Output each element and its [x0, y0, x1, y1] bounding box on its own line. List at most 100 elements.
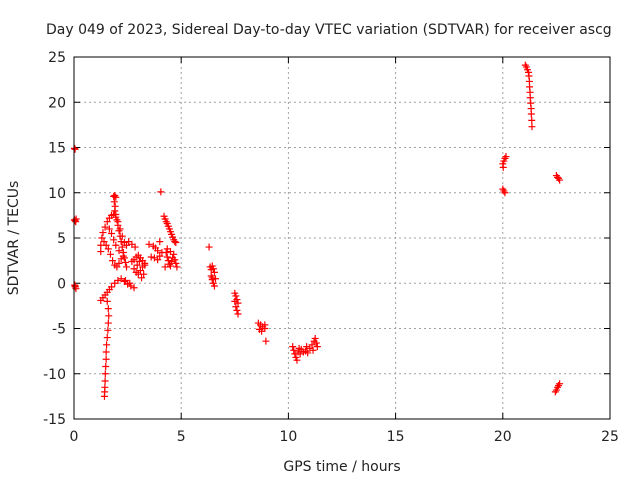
data-point	[113, 216, 121, 224]
y-tick-label: 25	[48, 50, 66, 66]
data-point	[140, 270, 148, 278]
data-point	[262, 337, 270, 345]
data-point	[309, 346, 317, 354]
y-tick-label: 15	[48, 141, 66, 157]
y-tick-label: 10	[48, 186, 66, 202]
data-point	[106, 250, 114, 258]
data-point	[150, 254, 158, 262]
data-point	[120, 254, 128, 262]
data-point	[135, 258, 143, 266]
x-tick-label: 0	[70, 429, 79, 445]
data-point	[138, 274, 146, 282]
data-point	[101, 370, 109, 378]
data-point	[232, 303, 240, 311]
data-point	[109, 257, 117, 265]
data-point	[102, 363, 110, 371]
data-point	[103, 334, 111, 342]
data-point	[173, 263, 181, 271]
data-point	[296, 350, 304, 358]
data-point	[166, 248, 174, 256]
data-point	[303, 343, 311, 351]
data-point	[112, 193, 120, 201]
data-point	[166, 262, 174, 270]
data-point	[500, 187, 508, 195]
data-point	[556, 176, 564, 184]
data-point	[121, 258, 129, 266]
data-point	[290, 346, 298, 354]
data-point	[157, 188, 165, 196]
data-point	[112, 241, 120, 249]
data-point	[98, 234, 106, 242]
data-point	[172, 259, 180, 267]
y-axis-title: SDTVAR / TECUs	[6, 181, 22, 296]
data-point	[114, 221, 122, 229]
data-point	[145, 240, 153, 248]
data-point	[210, 282, 218, 290]
data-point	[99, 229, 107, 237]
data-point	[115, 227, 123, 235]
data-point	[108, 229, 116, 237]
data-point	[104, 326, 112, 334]
data-point	[528, 116, 536, 124]
data-point	[234, 310, 242, 318]
y-tick-label: -5	[52, 322, 66, 338]
data-point	[501, 189, 509, 197]
grid-lines	[74, 57, 610, 419]
data-point	[101, 377, 109, 385]
data-point	[105, 225, 113, 233]
data-point	[136, 267, 144, 275]
tick-labels: 0 5 10 15 20 25 -15 -10 -5 0 5 10 15 20 25	[43, 50, 619, 445]
data-point	[100, 238, 108, 246]
data-point	[111, 207, 119, 215]
data-point	[103, 297, 111, 305]
data-point	[103, 218, 111, 226]
data-point	[163, 253, 171, 261]
data-point	[208, 274, 216, 282]
data-point	[209, 265, 217, 273]
data-point	[212, 275, 220, 283]
data-point	[115, 247, 123, 255]
x-tick-label: 10	[279, 429, 297, 445]
data-point	[101, 223, 109, 231]
data-point	[126, 279, 134, 287]
data-point	[156, 238, 164, 246]
data-point	[156, 252, 164, 260]
data-point	[231, 297, 239, 305]
data-point	[108, 283, 116, 291]
data-point	[110, 198, 118, 206]
data-point	[133, 261, 141, 269]
data-point	[130, 284, 138, 292]
data-point	[154, 256, 162, 264]
data-point	[103, 341, 111, 349]
data-point	[116, 232, 124, 240]
data-point	[104, 319, 112, 327]
data-point	[102, 241, 110, 249]
plot-frame	[73, 56, 611, 420]
x-tick-label: 5	[177, 429, 186, 445]
data-point	[293, 356, 301, 364]
data-point	[258, 327, 266, 335]
data-point	[210, 268, 218, 276]
x-tick-label: 25	[601, 429, 619, 445]
y-tick-label: 0	[57, 276, 66, 292]
data-point	[130, 265, 138, 273]
data-point	[312, 339, 320, 347]
data-point	[289, 343, 297, 351]
data-point	[102, 355, 110, 363]
data-point	[205, 243, 213, 251]
data-point	[164, 257, 172, 265]
data-point	[118, 243, 126, 251]
data-point	[115, 259, 123, 267]
data-point	[71, 282, 79, 290]
data-point	[104, 305, 112, 313]
data-point	[104, 245, 112, 253]
data-point	[232, 292, 240, 300]
data-point	[528, 123, 536, 131]
data-point	[113, 263, 121, 271]
data-point	[172, 239, 180, 247]
data-point	[233, 306, 241, 314]
data-point	[105, 312, 113, 320]
data-point	[556, 380, 564, 388]
data-point	[304, 349, 312, 357]
